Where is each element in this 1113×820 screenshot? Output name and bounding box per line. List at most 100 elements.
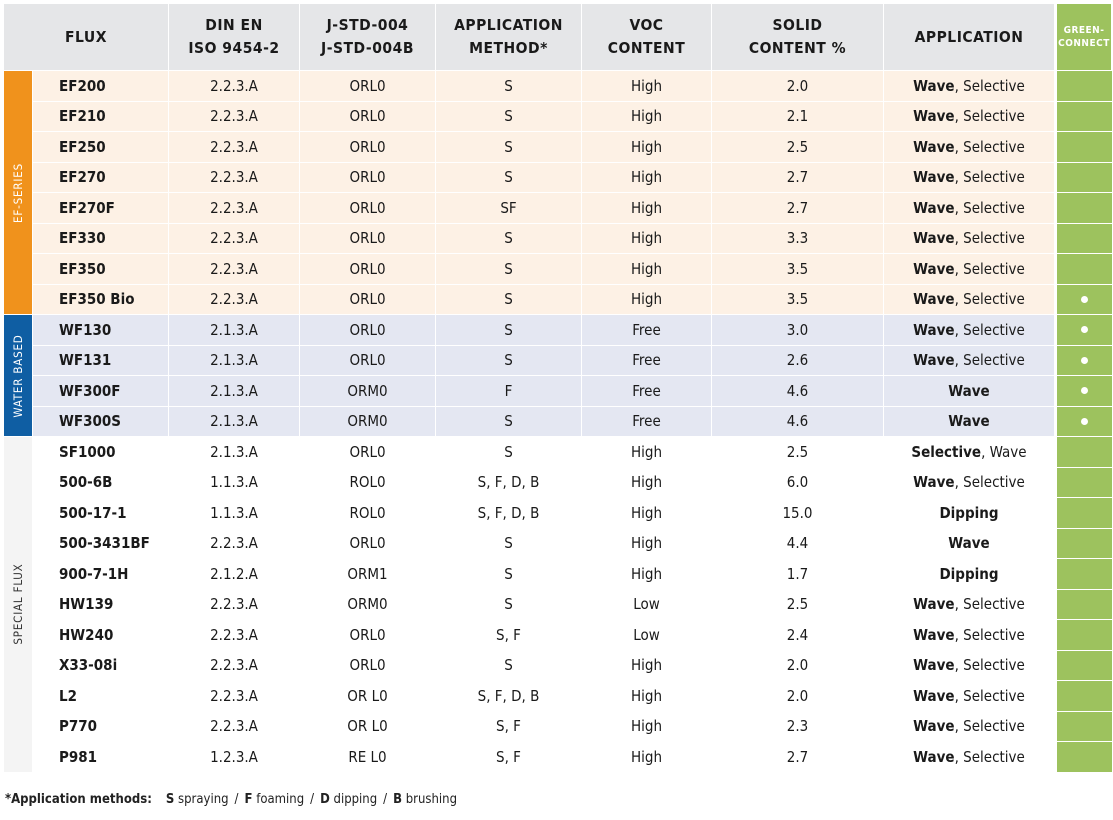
method-cell: S, F, D, B <box>435 680 582 712</box>
flux-name-cell: EF200 <box>32 70 169 102</box>
header-flux: FLUX <box>3 3 169 71</box>
method-cell: S <box>435 527 582 559</box>
green-connect-cell <box>1054 375 1112 407</box>
header-application-method: APPLICATION METHOD* <box>435 3 582 71</box>
method-cell: S <box>435 283 582 315</box>
green-connect-cell <box>1054 466 1112 498</box>
voc-cell: High <box>581 131 712 163</box>
jstd-cell: ROL0 <box>299 497 436 529</box>
application-cell: Wave, Selective <box>883 131 1056 163</box>
jstd-cell: ORM0 <box>299 405 436 437</box>
application-secondary: , Selective <box>954 137 1025 156</box>
application-primary: Wave <box>913 686 955 705</box>
flux-name-cell: P770 <box>32 710 169 742</box>
jstd-cell: ORL0 <box>299 253 436 285</box>
method-cell: S <box>435 558 582 590</box>
flux-name-cell: EF210 <box>32 100 169 132</box>
jstd-cell: ORL0 <box>299 344 436 376</box>
din-cell: 2.1.3.A <box>168 375 300 407</box>
application-secondary: , Selective <box>954 107 1025 126</box>
solid-cell: 3.5 <box>711 283 884 315</box>
green-connect-dot-icon <box>1080 326 1088 334</box>
green-connect-dot-icon <box>1080 387 1088 395</box>
footnote-key: B <box>393 792 403 807</box>
solid-cell: 6.0 <box>711 466 884 498</box>
din-cell: 1.1.3.A <box>168 466 300 498</box>
flux-name-cell: 500-6B <box>32 466 169 498</box>
group-label-text: SPECIAL FLUX <box>11 563 25 645</box>
green-connect-cell <box>1054 192 1112 224</box>
method-cell: S <box>435 649 582 681</box>
application-cell: Wave, Selective <box>883 100 1056 132</box>
application-primary: Wave <box>913 320 955 339</box>
application-secondary: , Selective <box>954 595 1025 614</box>
din-cell: 1.2.3.A <box>168 741 300 773</box>
din-cell: 2.2.3.A <box>168 588 300 620</box>
flux-name-cell: WF131 <box>32 344 169 376</box>
application-primary: Wave <box>948 534 990 553</box>
flux-name-cell: X33-08i <box>32 649 169 681</box>
group-label-sp: SPECIAL FLUX <box>3 436 33 773</box>
table-body: EF-SERIES EF200 2.2.3.A ORL0 S High 2.0 Wave, S… <box>3 70 1112 773</box>
din-cell: 2.1.2.A <box>168 558 300 590</box>
application-cell: Wave, Selective <box>883 741 1056 773</box>
method-cell: S <box>435 70 582 102</box>
jstd-cell: ORL0 <box>299 222 436 254</box>
voc-cell: Free <box>581 344 712 376</box>
table-row: EF270 2.2.3.A ORL0 S High 2.7 Wave, Selective <box>4 161 1112 193</box>
header-application: APPLICATION <box>883 3 1056 71</box>
din-cell: 2.2.3.A <box>168 710 300 742</box>
solid-cell: 4.6 <box>711 375 884 407</box>
solid-cell: 3.0 <box>711 314 884 346</box>
solid-cell: 3.3 <box>711 222 884 254</box>
table-row: P770 2.2.3.A OR L0 S, F High 2.3 Wave, Selecti… <box>4 710 1112 742</box>
green-connect-cell <box>1054 527 1112 559</box>
voc-cell: High <box>581 161 712 193</box>
din-cell: 2.1.3.A <box>168 344 300 376</box>
footnote-items: S spraying / F foaming / D dipping / B brushin… <box>166 792 457 807</box>
solid-cell: 2.7 <box>711 192 884 224</box>
application-primary: Wave <box>948 381 990 400</box>
voc-cell: High <box>581 649 712 681</box>
table-row: 500-17-1 1.1.3.A ROL0 S, F, D, B High 15.0 Dip… <box>4 497 1112 529</box>
flux-name-cell: EF270 <box>32 161 169 193</box>
flux-name-cell: 500-17-1 <box>32 497 169 529</box>
application-secondary: , Selective <box>954 229 1025 248</box>
application-secondary: , Selective <box>954 198 1025 217</box>
flux-name-cell: 900-7-1H <box>32 558 169 590</box>
method-cell: S <box>435 344 582 376</box>
green-connect-cell <box>1054 680 1112 712</box>
din-cell: 2.2.3.A <box>168 70 300 102</box>
solid-cell: 4.4 <box>711 527 884 559</box>
application-primary: Wave <box>913 107 955 126</box>
application-primary: Wave <box>913 473 955 492</box>
footnote-text: foaming <box>256 792 305 807</box>
green-connect-dot-icon <box>1080 417 1088 425</box>
jstd-cell: ORL0 <box>299 161 436 193</box>
method-cell: S <box>435 131 582 163</box>
application-primary: Wave <box>913 625 955 644</box>
application-primary: Wave <box>913 229 955 248</box>
voc-cell: Low <box>581 588 712 620</box>
green-connect-cell <box>1054 131 1112 163</box>
jstd-cell: ORL0 <box>299 192 436 224</box>
footnote-text: brushing <box>405 792 457 807</box>
application-primary: Wave <box>948 412 990 431</box>
jstd-cell: ORL0 <box>299 70 436 102</box>
jstd-cell: ORL0 <box>299 314 436 346</box>
group-label-text: EF-SERIES <box>11 162 25 223</box>
green-connect-dot-icon <box>1080 356 1088 364</box>
method-cell: S, F, D, B <box>435 466 582 498</box>
application-cell: Wave, Selective <box>883 314 1056 346</box>
voc-cell: High <box>581 436 712 468</box>
din-cell: 2.2.3.A <box>168 619 300 651</box>
application-secondary: , Selective <box>954 259 1025 278</box>
jstd-cell: OR L0 <box>299 710 436 742</box>
flux-name-cell: EF270F <box>32 192 169 224</box>
application-secondary: , Selective <box>954 717 1025 736</box>
footnote-separator: / <box>234 792 239 807</box>
application-secondary: , Selective <box>954 656 1025 675</box>
application-cell: Wave, Selective <box>883 619 1056 651</box>
voc-cell: High <box>581 283 712 315</box>
table-row: L2 2.2.3.A OR L0 S, F, D, B High 2.0 Wave, Sel… <box>4 680 1112 712</box>
